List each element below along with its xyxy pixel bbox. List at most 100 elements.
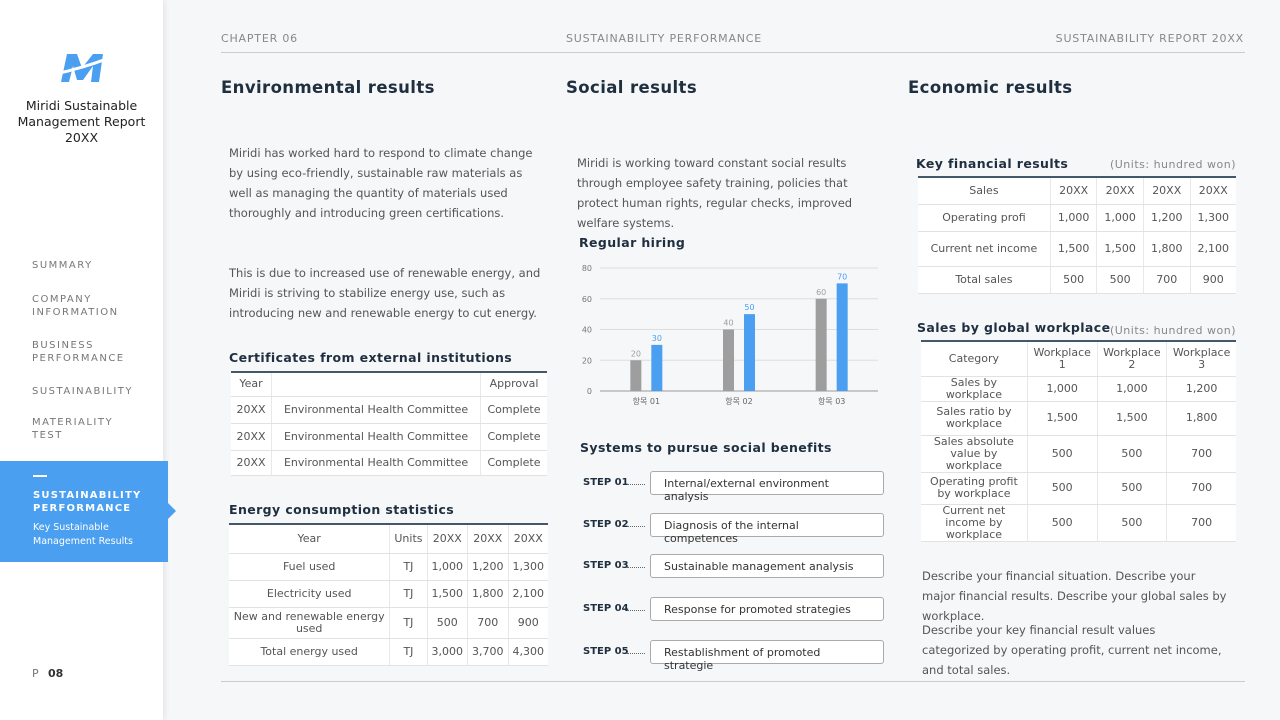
bar	[744, 314, 755, 391]
table-cell: Sales absolute value by workplace	[921, 435, 1028, 473]
table-cell: Complete	[480, 396, 547, 424]
divider	[221, 681, 1245, 682]
header-cell	[271, 372, 481, 397]
table-cell: 20XX	[231, 396, 273, 424]
table-cell: 1,200	[1166, 376, 1236, 402]
report: SUSTAINABILITY REPORT 20XX	[1055, 32, 1244, 45]
step-label: STEP 03	[583, 560, 651, 571]
header-cell: 20XX	[508, 524, 548, 554]
table-cell: 3,700	[467, 638, 509, 666]
table-cell: 500	[1050, 266, 1098, 294]
table-cell: TJ	[389, 607, 428, 639]
table-row: New and renewable energy used TJ 500 700 900	[229, 607, 548, 639]
header-cell: Units	[389, 524, 428, 554]
table-body: 20XX Environmental Health Committee Comple…	[231, 396, 547, 476]
table-head: Sales 20XX 20XX 20XX 20XX	[918, 177, 1236, 205]
table-row: Total energy used TJ 3,000 3,700 4,300	[229, 638, 548, 666]
header-cell: 20XX	[467, 524, 509, 554]
table-cell: TJ	[389, 553, 428, 581]
table-cell: 500	[1097, 435, 1168, 473]
header-cell: Year	[231, 372, 273, 397]
global-table: Category Workplace 1 Workplace 2 Workplace …	[921, 340, 1236, 542]
table-cell: Complete	[480, 450, 547, 476]
nav-item[interactable]: MATERIALITY TEST	[32, 417, 114, 441]
nav-active-title: SUSTAINABILITY PERFORMANCE	[33, 490, 142, 514]
table-cell: TJ	[389, 638, 428, 666]
paragraph: Miridi has worked hard to respond to cli…	[229, 146, 533, 220]
table-body: Sales by workplace 1,000 1,000 1,200 Sales r…	[921, 376, 1236, 542]
table-cell: 20XX	[231, 423, 273, 451]
nav-item[interactable]: COMPANY INFORMATION	[32, 294, 119, 318]
table-head: Category Workplace 1 Workplace 2 Workplace …	[921, 341, 1236, 377]
table-cell: 1,000	[1096, 204, 1144, 232]
step-box: Response for promoted strategies	[650, 597, 884, 621]
table-cell: Environmental Health Committee	[271, 396, 481, 424]
table-cell: 20XX	[231, 450, 273, 476]
table-cell: 900	[1190, 266, 1236, 294]
x-tick-label: 항목 01	[633, 397, 660, 406]
table-cell: New and renewable energy used	[229, 607, 391, 639]
table-cell: 500	[1027, 435, 1098, 473]
header-cell: Workplace 2	[1097, 341, 1168, 377]
units: (Units: hundred won)	[1109, 324, 1236, 337]
step-box: Sustainable management analysis	[650, 554, 884, 578]
table-cell: Total energy used	[229, 638, 391, 666]
table-cell: Current net income by workplace	[921, 504, 1028, 542]
table-cell: 1,500	[1027, 401, 1098, 436]
table-cell: 700	[1166, 472, 1236, 505]
x-tick-label: 항목 02	[725, 397, 752, 406]
table-row: 20XX Environmental Health Committee Comple…	[231, 423, 547, 451]
step-box: Restablishment of promoted strategie	[650, 640, 884, 672]
header-cell: 20XX	[1190, 177, 1236, 205]
table-cell: 1,800	[1143, 231, 1191, 267]
table-cell: Fuel used	[229, 553, 391, 581]
value-label: 30	[652, 334, 662, 343]
table-cell: 1,000	[1097, 376, 1168, 402]
header-cell: Category	[921, 341, 1028, 377]
nav-item[interactable]: BUSINESS PERFORMANCE	[32, 340, 125, 364]
bar	[651, 344, 663, 391]
table-cell: Sales ratio by workplace	[921, 401, 1028, 436]
table-row: Operating profit by workplace 500 500 700	[921, 472, 1236, 505]
table-title: Energy consumption statistics	[229, 502, 455, 517]
table-cell: Operating profit by workplace	[921, 472, 1028, 505]
table-cell: 1,000	[1050, 204, 1098, 232]
nav-item[interactable]: SUMMARY	[32, 260, 93, 271]
bar	[836, 283, 848, 391]
header-cell: 20XX	[1143, 177, 1191, 205]
x-tick-label: 항목 03	[818, 397, 845, 406]
table-cell: 2,100	[1190, 231, 1236, 267]
page-label: P	[32, 667, 39, 680]
header-cell: Approval	[480, 372, 547, 397]
bar	[630, 360, 642, 391]
table-cell: Environmental Health Committee	[271, 423, 481, 451]
table-cell: 700	[1166, 504, 1236, 542]
nav-active-subtitle: Key Sustainable Management Results	[33, 522, 133, 547]
table-cell: 4,300	[508, 638, 548, 666]
section-title: Economic results	[908, 78, 1073, 97]
step-box: Internal/external environment analysis	[650, 471, 884, 503]
header-cell: Sales	[918, 177, 1051, 205]
nav-item[interactable]: SUSTAINABILITY	[32, 386, 134, 397]
table-row: Sales ratio by workplace 1,500 1,500 1,800	[921, 401, 1236, 436]
header-row: Year Units 20XX 20XX 20XX	[229, 524, 548, 554]
bar	[815, 298, 827, 391]
header-row: Year Approval	[231, 372, 547, 397]
value-label: 70	[837, 272, 847, 281]
table-cell: 500	[1027, 472, 1098, 505]
table-cell: 1,500	[1096, 231, 1144, 267]
nav-active[interactable]: SUSTAINABILITY PERFORMANCE Key Sustainab…	[0, 461, 176, 562]
paragraph: Describe your key financial result value…	[922, 623, 1222, 677]
divider	[221, 52, 1245, 53]
table-cell: 1,200	[467, 553, 509, 581]
table-cell: Environmental Health Committee	[271, 450, 481, 476]
y-tick-label: 20	[582, 356, 592, 365]
table-cell: 1,800	[1166, 401, 1236, 436]
section: SUSTAINABILITY PERFORMANCE	[566, 32, 763, 45]
table-cell: 500	[427, 607, 468, 639]
table-cell: 900	[508, 607, 548, 639]
table-head: Year Units 20XX 20XX 20XX	[229, 524, 548, 554]
table-cell: 2,100	[508, 580, 548, 608]
table-cell: 1,200	[1143, 204, 1191, 232]
table-title: Key financial results	[916, 156, 1069, 171]
